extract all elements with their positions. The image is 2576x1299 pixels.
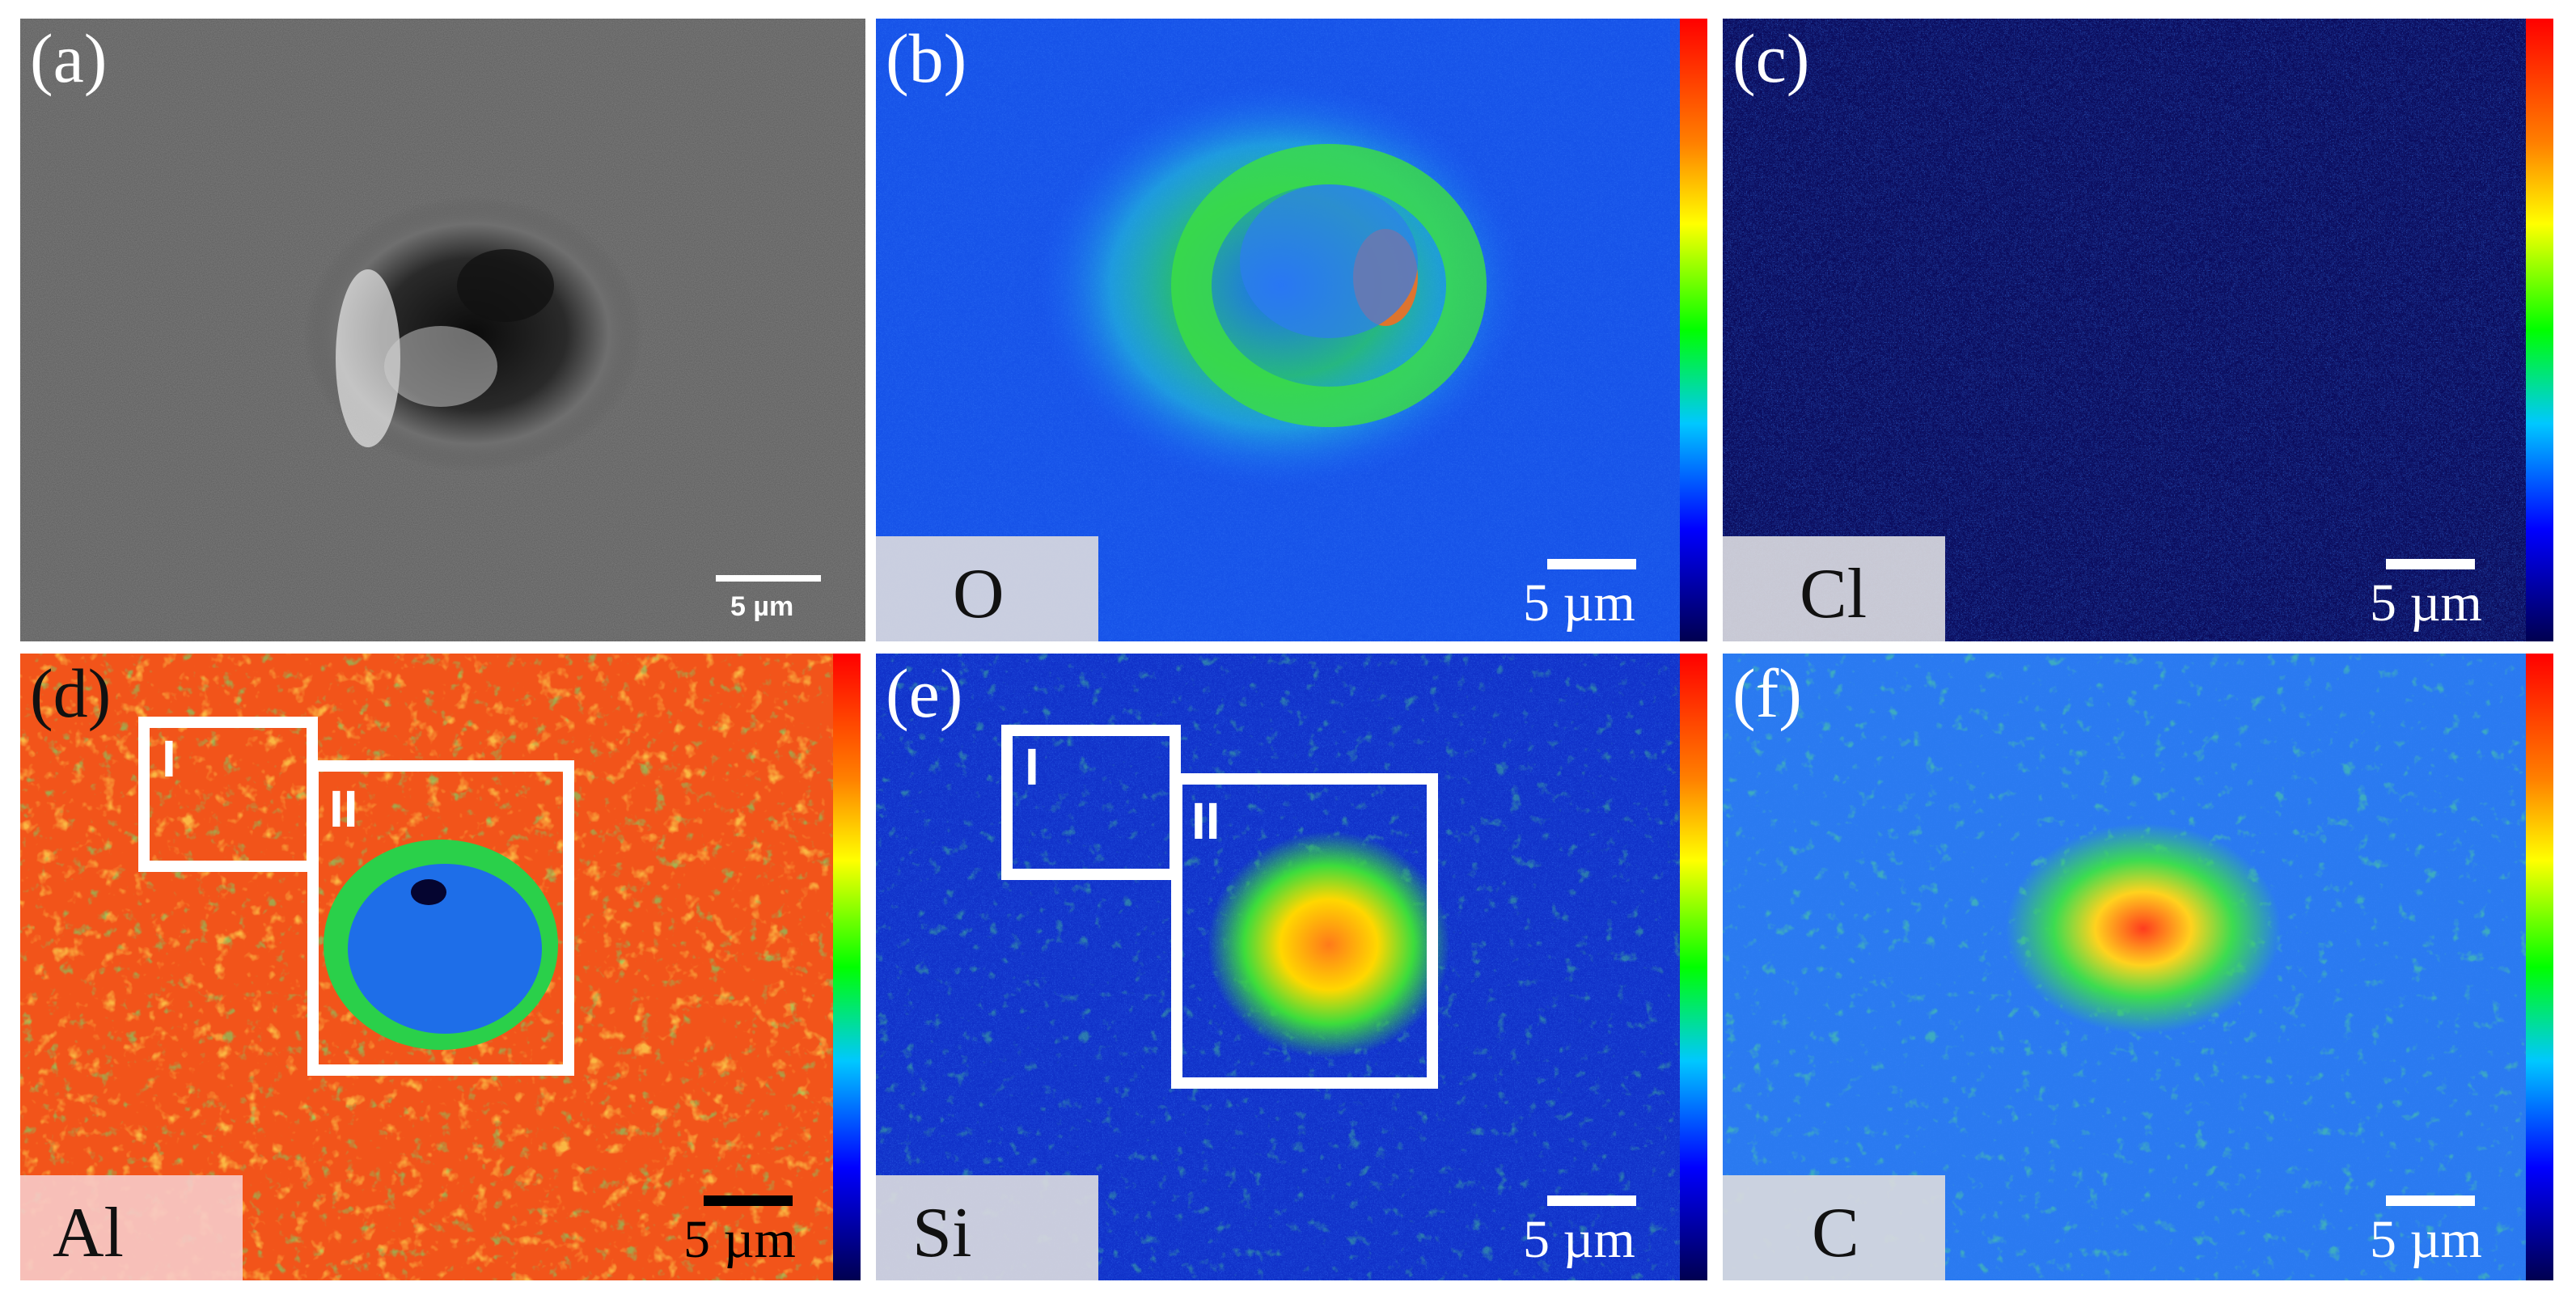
scale-label: 5 µm — [2370, 573, 2482, 633]
element-label-box — [20, 1175, 243, 1280]
panel-label: (d) — [30, 654, 112, 732]
colorbar-c — [2526, 19, 2553, 641]
element-label-box — [876, 536, 1098, 641]
panel-label: (f) — [1732, 654, 1802, 732]
panel-label: (c) — [1732, 19, 1810, 97]
scale-bar — [2386, 559, 2475, 569]
scale-bar — [1547, 559, 1636, 569]
eds-map-al — [20, 654, 835, 1280]
region-label-II: II — [329, 780, 358, 838]
element-label: C — [1812, 1194, 1859, 1272]
sem-image — [20, 19, 865, 641]
colorbar-e — [1680, 654, 1707, 1280]
element-label: Al — [53, 1194, 124, 1272]
scale-label: 5 µm — [2370, 1210, 2482, 1269]
region-box-II — [1171, 773, 1438, 1089]
colorbar-d — [833, 654, 861, 1280]
element-label-box — [876, 1175, 1098, 1280]
panel-c: (c) Cl 5 µm — [1723, 19, 2540, 641]
region-box-II — [307, 760, 574, 1076]
panel-b: (b) O 5 µm — [876, 19, 1693, 641]
scale-label: 5 µm — [1523, 1210, 1635, 1269]
scale-bar — [716, 575, 821, 582]
scale-label: 5 µm — [1523, 573, 1635, 633]
panel-label: (b) — [886, 19, 967, 97]
element-label: Si — [912, 1194, 972, 1272]
element-label: Cl — [1800, 555, 1867, 633]
element-label: O — [953, 555, 1005, 633]
scale-bar — [704, 1195, 793, 1206]
panel-d: (d) I II Al 5 µm — [20, 654, 835, 1280]
region-label-I: I — [1025, 738, 1039, 796]
colorbar-b — [1680, 19, 1707, 641]
eds-map-cl — [1723, 19, 2540, 641]
panel-label: (a) — [30, 19, 108, 97]
element-label-box — [1723, 1175, 1945, 1280]
panel-a: (a) 5 µm — [20, 19, 865, 641]
scale-label: 5 µm — [730, 591, 794, 622]
scale-bar — [1547, 1195, 1636, 1206]
panel-f: (f) C 5 µm — [1723, 654, 2540, 1280]
element-label-box — [1723, 536, 1945, 641]
region-label-II: II — [1191, 792, 1220, 850]
colorbar-f — [2526, 654, 2553, 1280]
region-label-I: I — [162, 730, 176, 788]
panel-label: (e) — [886, 654, 963, 732]
panel-e: (e) I II Si 5 µm — [876, 654, 1693, 1280]
scale-label: 5 µm — [683, 1210, 796, 1269]
scale-bar — [2386, 1195, 2475, 1206]
